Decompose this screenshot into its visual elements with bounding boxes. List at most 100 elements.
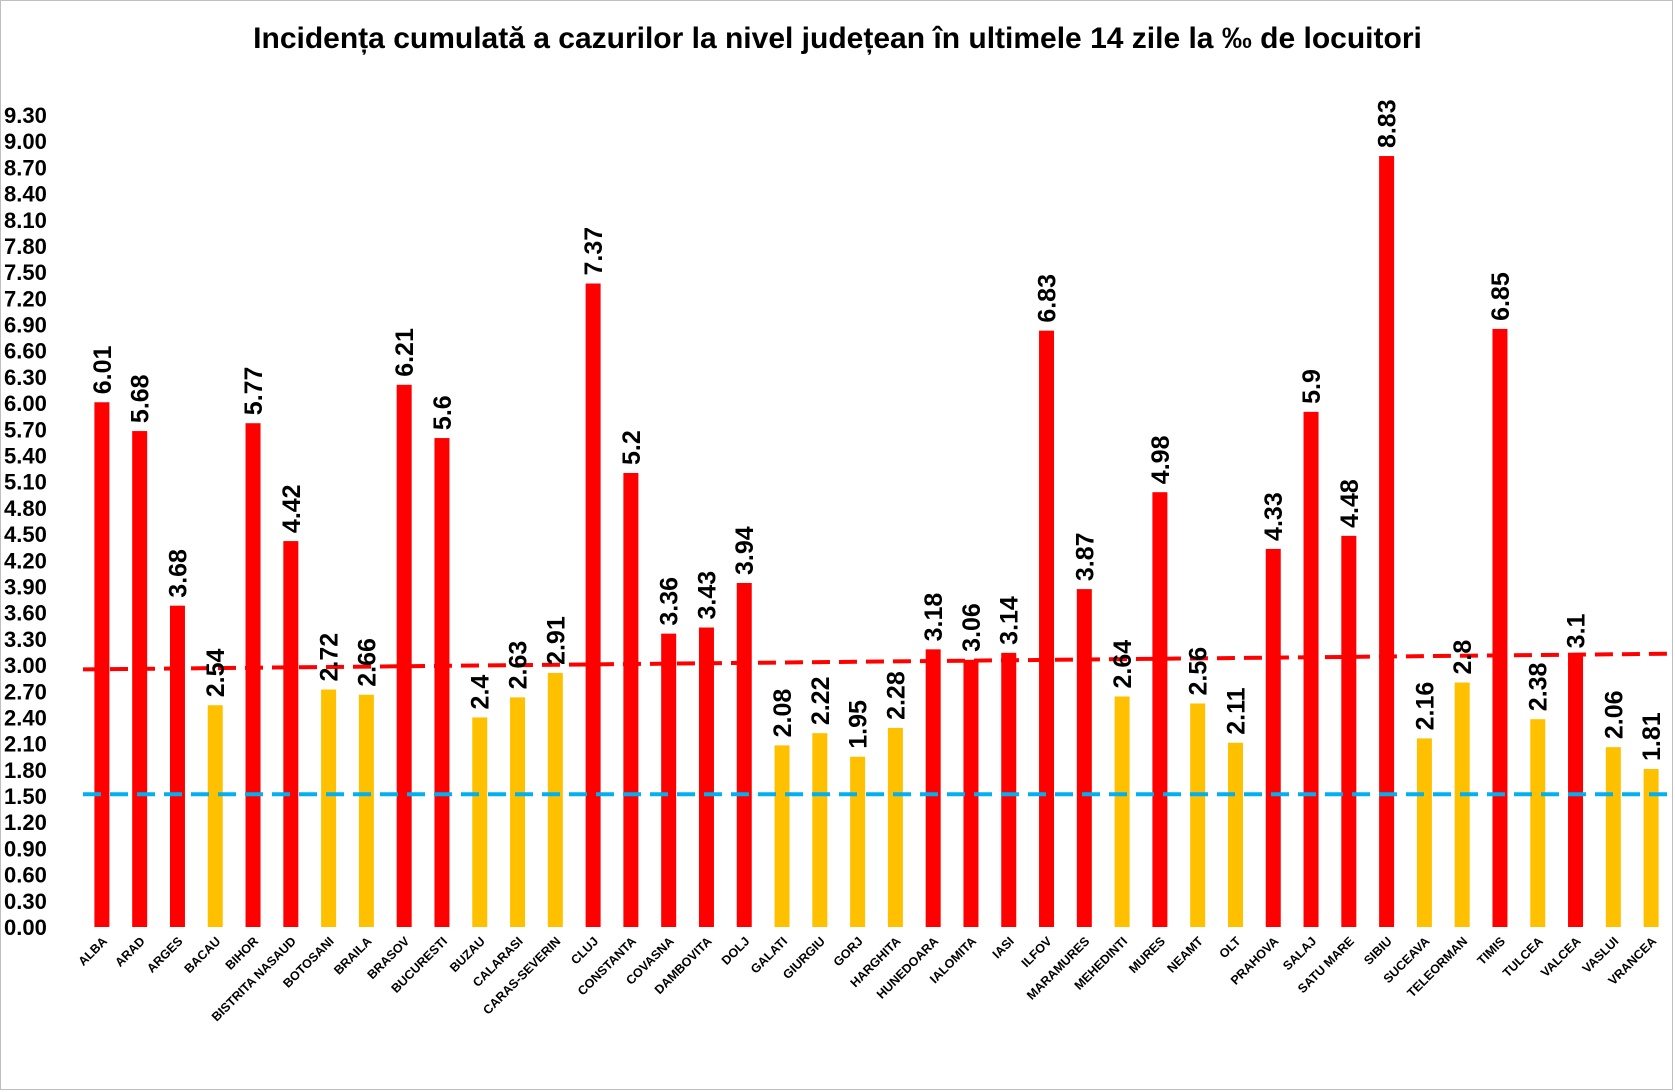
bar-botosani	[321, 689, 337, 927]
x-tick-label: ALBA	[76, 934, 110, 968]
x-tick-label: MURES	[1126, 934, 1168, 976]
y-tick-label: 7.50	[4, 260, 47, 285]
data-label: 5.6	[429, 395, 457, 430]
data-label: 2.64	[1109, 640, 1137, 689]
data-label: 2.72	[316, 633, 344, 682]
x-tick-label: NEAMT	[1164, 934, 1206, 976]
bar-arad	[132, 431, 148, 927]
y-tick-label: 8.70	[4, 155, 47, 180]
data-label: 3.43	[693, 571, 721, 620]
y-tick-label: 0.90	[4, 836, 47, 861]
bar-arges	[169, 605, 185, 927]
x-tick-label: VALCEA	[1538, 934, 1584, 980]
x-tick-label: DOLJ	[719, 934, 753, 968]
data-label: 2.11	[1222, 687, 1250, 734]
data-label: 2.08	[769, 689, 797, 738]
bar-hunedoara	[925, 649, 941, 927]
y-tick-label: 4.80	[4, 496, 47, 521]
y-tick-label: 5.40	[4, 444, 47, 469]
y-tick-label: 4.50	[4, 522, 47, 547]
data-label: 5.9	[1298, 369, 1326, 404]
bar-bacau	[207, 705, 223, 927]
y-tick-label: 4.20	[4, 548, 47, 573]
data-label: 3.36	[656, 577, 684, 626]
y-tick-label: 0.60	[4, 863, 47, 888]
data-label: 6.01	[89, 346, 117, 395]
x-tick-label: TULCEA	[1500, 934, 1546, 980]
bar-bucuresti	[434, 438, 450, 927]
y-tick-label: 0.00	[4, 915, 47, 940]
data-label: 6.85	[1487, 272, 1515, 321]
bar-teleorman	[1454, 682, 1470, 927]
bar-cluj	[585, 283, 601, 927]
y-tick-label: 1.20	[4, 810, 47, 835]
x-tick-label: GORJ	[831, 934, 866, 969]
bar-neamt	[1190, 703, 1206, 927]
y-tick-label: 2.10	[4, 732, 47, 757]
y-tick-label: 9.00	[4, 129, 47, 154]
data-label: 2.38	[1525, 662, 1553, 711]
data-label: 2.56	[1185, 647, 1213, 696]
bar-prahova	[1265, 548, 1281, 927]
bar-bihor	[245, 423, 261, 927]
bar-gorj	[850, 756, 866, 927]
data-label: 3.68	[164, 549, 192, 598]
data-label: 5.2	[618, 430, 646, 465]
y-tick-label: 3.30	[4, 627, 47, 652]
x-tick-label: CLUJ	[568, 934, 601, 967]
y-tick-label: 9.30	[4, 103, 47, 128]
bar-caras-severin	[547, 672, 563, 927]
y-tick-label: 6.60	[4, 339, 47, 364]
y-tick-label: 2.70	[4, 679, 47, 704]
x-tick-label: ARAD	[112, 934, 147, 969]
bar-vrancea	[1643, 768, 1659, 927]
data-label: 2.66	[353, 638, 381, 687]
bar-ialomita	[963, 659, 979, 927]
data-label: 7.37	[580, 227, 608, 276]
bar-tulcea	[1530, 719, 1546, 927]
bar-mures	[1152, 492, 1168, 927]
reference-line-high	[82, 651, 1671, 672]
data-labels: 6.01 5.68 3.68 2.54 5.77 4.42 2.72 2.66 6.21 5.6 2…	[89, 99, 1666, 761]
y-tick-label: 6.90	[4, 313, 47, 338]
y-tick-label: 6.00	[4, 391, 47, 416]
bar-valcea	[1568, 656, 1584, 927]
y-tick-label: 3.90	[4, 574, 47, 599]
data-label: 2.28	[882, 671, 910, 720]
data-label: 3.14	[996, 596, 1024, 645]
bar-alba	[94, 402, 110, 927]
bar-ilfov	[1039, 330, 1055, 927]
y-tick-label: 2.40	[4, 705, 47, 730]
data-label: 5.77	[240, 367, 268, 416]
data-label: 2.22	[807, 676, 835, 725]
x-tick-label: ILFOV	[1019, 934, 1055, 970]
data-label: 4.48	[1336, 479, 1364, 528]
bars	[94, 156, 1659, 928]
bar-timis	[1492, 328, 1508, 928]
bar-dolj	[736, 582, 752, 927]
data-label: 2.8	[1449, 640, 1477, 675]
y-tick-label: 7.20	[4, 286, 47, 311]
y-tick-label: 3.60	[4, 601, 47, 626]
y-tick-label: 0.30	[4, 889, 47, 914]
bar-dambovita	[698, 627, 714, 927]
data-label: 6.21	[391, 328, 419, 377]
y-tick-label: 7.80	[4, 234, 47, 259]
y-tick-label: 5.70	[4, 417, 47, 442]
data-label: 3.06	[958, 603, 986, 652]
x-tick-label: OLT	[1217, 934, 1244, 961]
bar-iasi	[1001, 652, 1017, 927]
bar-buzau	[472, 717, 488, 927]
bar-galati	[774, 745, 790, 927]
data-label: 3.18	[920, 593, 948, 642]
bar-calarasi	[510, 697, 526, 927]
bar-mehedinti	[1114, 696, 1130, 927]
bar-olt	[1227, 742, 1243, 927]
data-label: 2.4	[467, 675, 495, 710]
data-label: 3.94	[731, 526, 759, 575]
x-tick-label: IASI	[990, 934, 1017, 961]
x-tick-label: ARGES	[144, 934, 185, 975]
chart-title: Incidența cumulată a cazurilor la nivel …	[253, 22, 1422, 55]
